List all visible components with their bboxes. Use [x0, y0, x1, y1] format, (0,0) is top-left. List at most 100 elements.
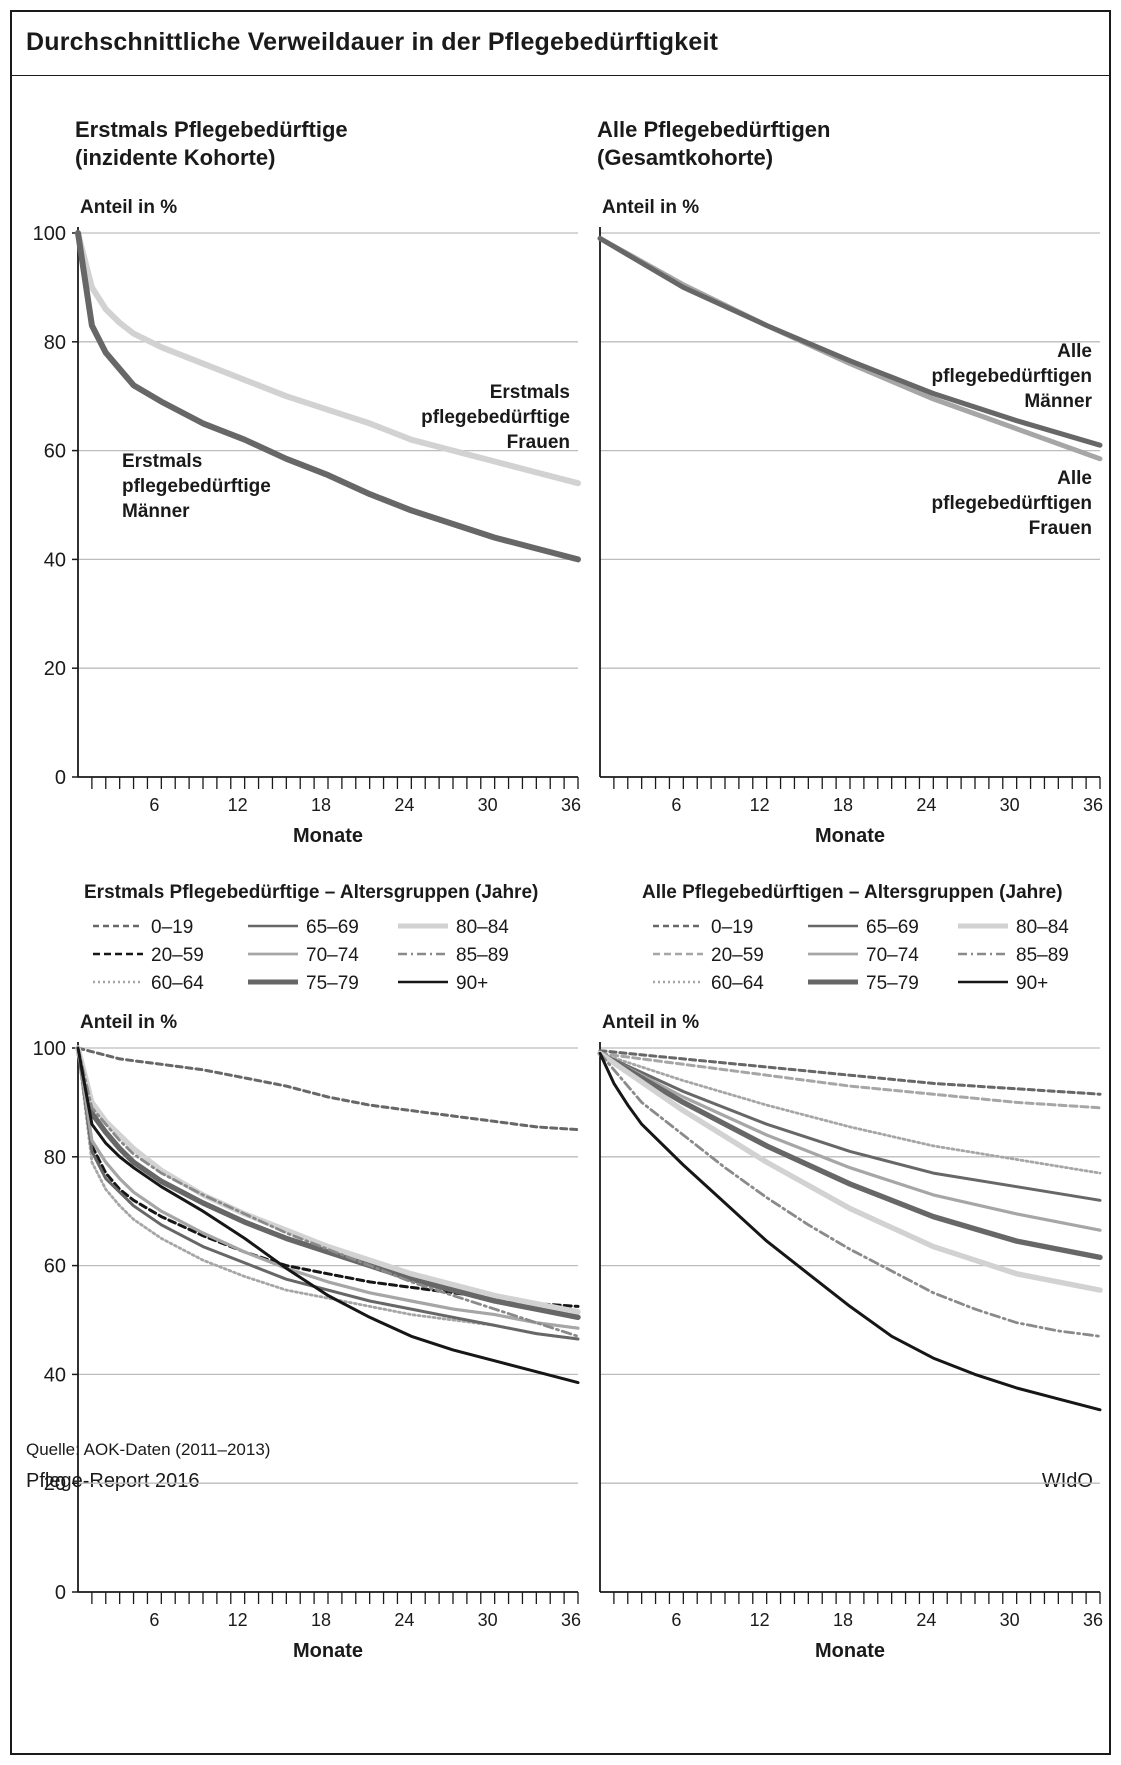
report-label: Pflege-Report 2016 — [26, 1470, 200, 1492]
x-tick-label: 12 — [750, 795, 770, 815]
annotation-maenner: pflegebedürftige — [122, 476, 271, 497]
x-tick-label: 18 — [833, 795, 853, 815]
legend-label: 80–84 — [456, 917, 509, 938]
series-line — [76, 1046, 580, 1385]
series-line — [76, 1046, 580, 1338]
legend-label: 70–74 — [306, 945, 359, 966]
y-tick-label: 0 — [55, 1582, 66, 1604]
legend-label: 65–69 — [866, 917, 919, 938]
panel-1-subtitle: (inzidente Kohorte) — [75, 145, 275, 170]
y-tick-label: 60 — [44, 1256, 66, 1278]
x-axis-title: Monate — [293, 1640, 363, 1662]
panel-2-subtitle: (Gesamtkohorte) — [597, 145, 773, 170]
series-line — [76, 1046, 580, 1132]
annotation-maenner: Alle — [1057, 341, 1092, 362]
series-line — [597, 1050, 1103, 1293]
x-tick-label: 36 — [561, 1610, 581, 1630]
y-tick-label: 0 — [55, 767, 66, 789]
y-tick-label: 20 — [44, 1473, 66, 1495]
series-line — [598, 1051, 1102, 1232]
legend-label: 75–79 — [306, 973, 359, 994]
x-axis-title: Monate — [815, 825, 885, 847]
legend-title: Erstmals Pflegebedürftige – Altersgruppe… — [84, 882, 538, 903]
x-tick-label: 24 — [916, 795, 936, 815]
x-tick-label: 30 — [478, 1610, 498, 1630]
series-line — [598, 1051, 1102, 1110]
figure-header: Durchschnittliche Verweildauer in der Pf… — [12, 12, 1109, 76]
series-line — [76, 1046, 580, 1341]
series-line — [598, 1049, 1102, 1096]
series-line-maenner — [75, 230, 581, 563]
source-note: Quelle: AOK-Daten (2011–2013) — [26, 1440, 271, 1459]
annotation-maenner: Männer — [122, 501, 190, 522]
annotation-frauen: Frauen — [507, 432, 570, 453]
legend-label: 20–59 — [711, 945, 764, 966]
x-tick-label: 24 — [394, 795, 414, 815]
legend-label: 0–19 — [711, 917, 753, 938]
x-tick-label: 24 — [916, 1610, 936, 1630]
x-tick-label: 30 — [478, 795, 498, 815]
panel-1-title: Erstmals Pflegebedürftige — [75, 117, 348, 142]
legend-label: 70–74 — [866, 945, 919, 966]
x-tick-label: 36 — [561, 795, 581, 815]
x-tick-label: 36 — [1083, 1610, 1103, 1630]
x-tick-label: 6 — [671, 795, 681, 815]
x-axis-title: Monate — [815, 1640, 885, 1662]
y-axis-title: Anteil in % — [602, 197, 699, 218]
legend-label: 85–89 — [1016, 945, 1069, 966]
series-line — [598, 1052, 1102, 1175]
y-tick-label: 100 — [33, 1038, 66, 1060]
x-tick-label: 12 — [228, 1610, 248, 1630]
figure-title: Durchschnittliche Verweildauer in der Pf… — [26, 28, 719, 56]
y-tick-label: 80 — [44, 1147, 66, 1169]
annotation-frauen: Frauen — [1029, 518, 1092, 539]
series-line-maenner — [597, 235, 1103, 448]
x-tick-label: 6 — [149, 1610, 159, 1630]
y-tick-label: 40 — [44, 549, 66, 571]
x-tick-label: 18 — [833, 1610, 853, 1630]
legend-label: 20–59 — [151, 945, 204, 966]
panel-2-title: Alle Pflegebedürftigen — [597, 117, 830, 142]
x-tick-label: 18 — [311, 795, 331, 815]
annotation-frauen: pflegebedürftige — [421, 407, 570, 428]
y-tick-label: 100 — [33, 223, 66, 245]
y-axis-title: Anteil in % — [602, 1012, 699, 1033]
x-tick-label: 6 — [149, 795, 159, 815]
x-tick-label: 18 — [311, 1610, 331, 1630]
legend-label: 65–69 — [306, 917, 359, 938]
x-tick-label: 12 — [228, 795, 248, 815]
legend-label: 90+ — [1016, 973, 1048, 994]
x-tick-label: 36 — [1083, 795, 1103, 815]
legend-label: 85–89 — [456, 945, 509, 966]
series-line — [598, 1051, 1102, 1202]
publisher-label: WIdO — [1041, 1470, 1093, 1492]
legend-label: 60–64 — [711, 973, 764, 994]
series-line-frauen — [75, 230, 581, 487]
legend-label: 80–84 — [1016, 917, 1069, 938]
series-line — [75, 1045, 581, 1321]
legend-label: 75–79 — [866, 973, 919, 994]
x-tick-label: 12 — [750, 1610, 770, 1630]
legend-title: Alle Pflegebedürftigen – Altersgruppen (… — [642, 882, 1063, 903]
y-axis-title: Anteil in % — [80, 1012, 177, 1033]
series-line — [76, 1046, 580, 1330]
series-line — [598, 1052, 1102, 1338]
annotation-frauen: Alle — [1057, 468, 1092, 489]
y-axis-title: Anteil in % — [80, 197, 177, 218]
legend-label: 0–19 — [151, 917, 193, 938]
annotation-maenner: Männer — [1024, 391, 1092, 412]
y-tick-label: 80 — [44, 332, 66, 354]
annotation-maenner: pflegebedürftigen — [932, 366, 1092, 387]
x-tick-label: 30 — [1000, 1610, 1020, 1630]
x-axis-title: Monate — [293, 825, 363, 847]
legend-label: 60–64 — [151, 973, 204, 994]
annotation-frauen: Erstmals — [490, 382, 570, 403]
y-tick-label: 40 — [44, 1364, 66, 1386]
annotation-maenner: Erstmals — [122, 451, 202, 472]
annotation-frauen: pflegebedürftigen — [932, 493, 1092, 514]
x-tick-label: 24 — [394, 1610, 414, 1630]
x-tick-label: 6 — [671, 1610, 681, 1630]
series-line — [597, 1050, 1103, 1261]
figure-frame: Durchschnittliche Verweildauer in der Pf… — [10, 10, 1111, 1755]
